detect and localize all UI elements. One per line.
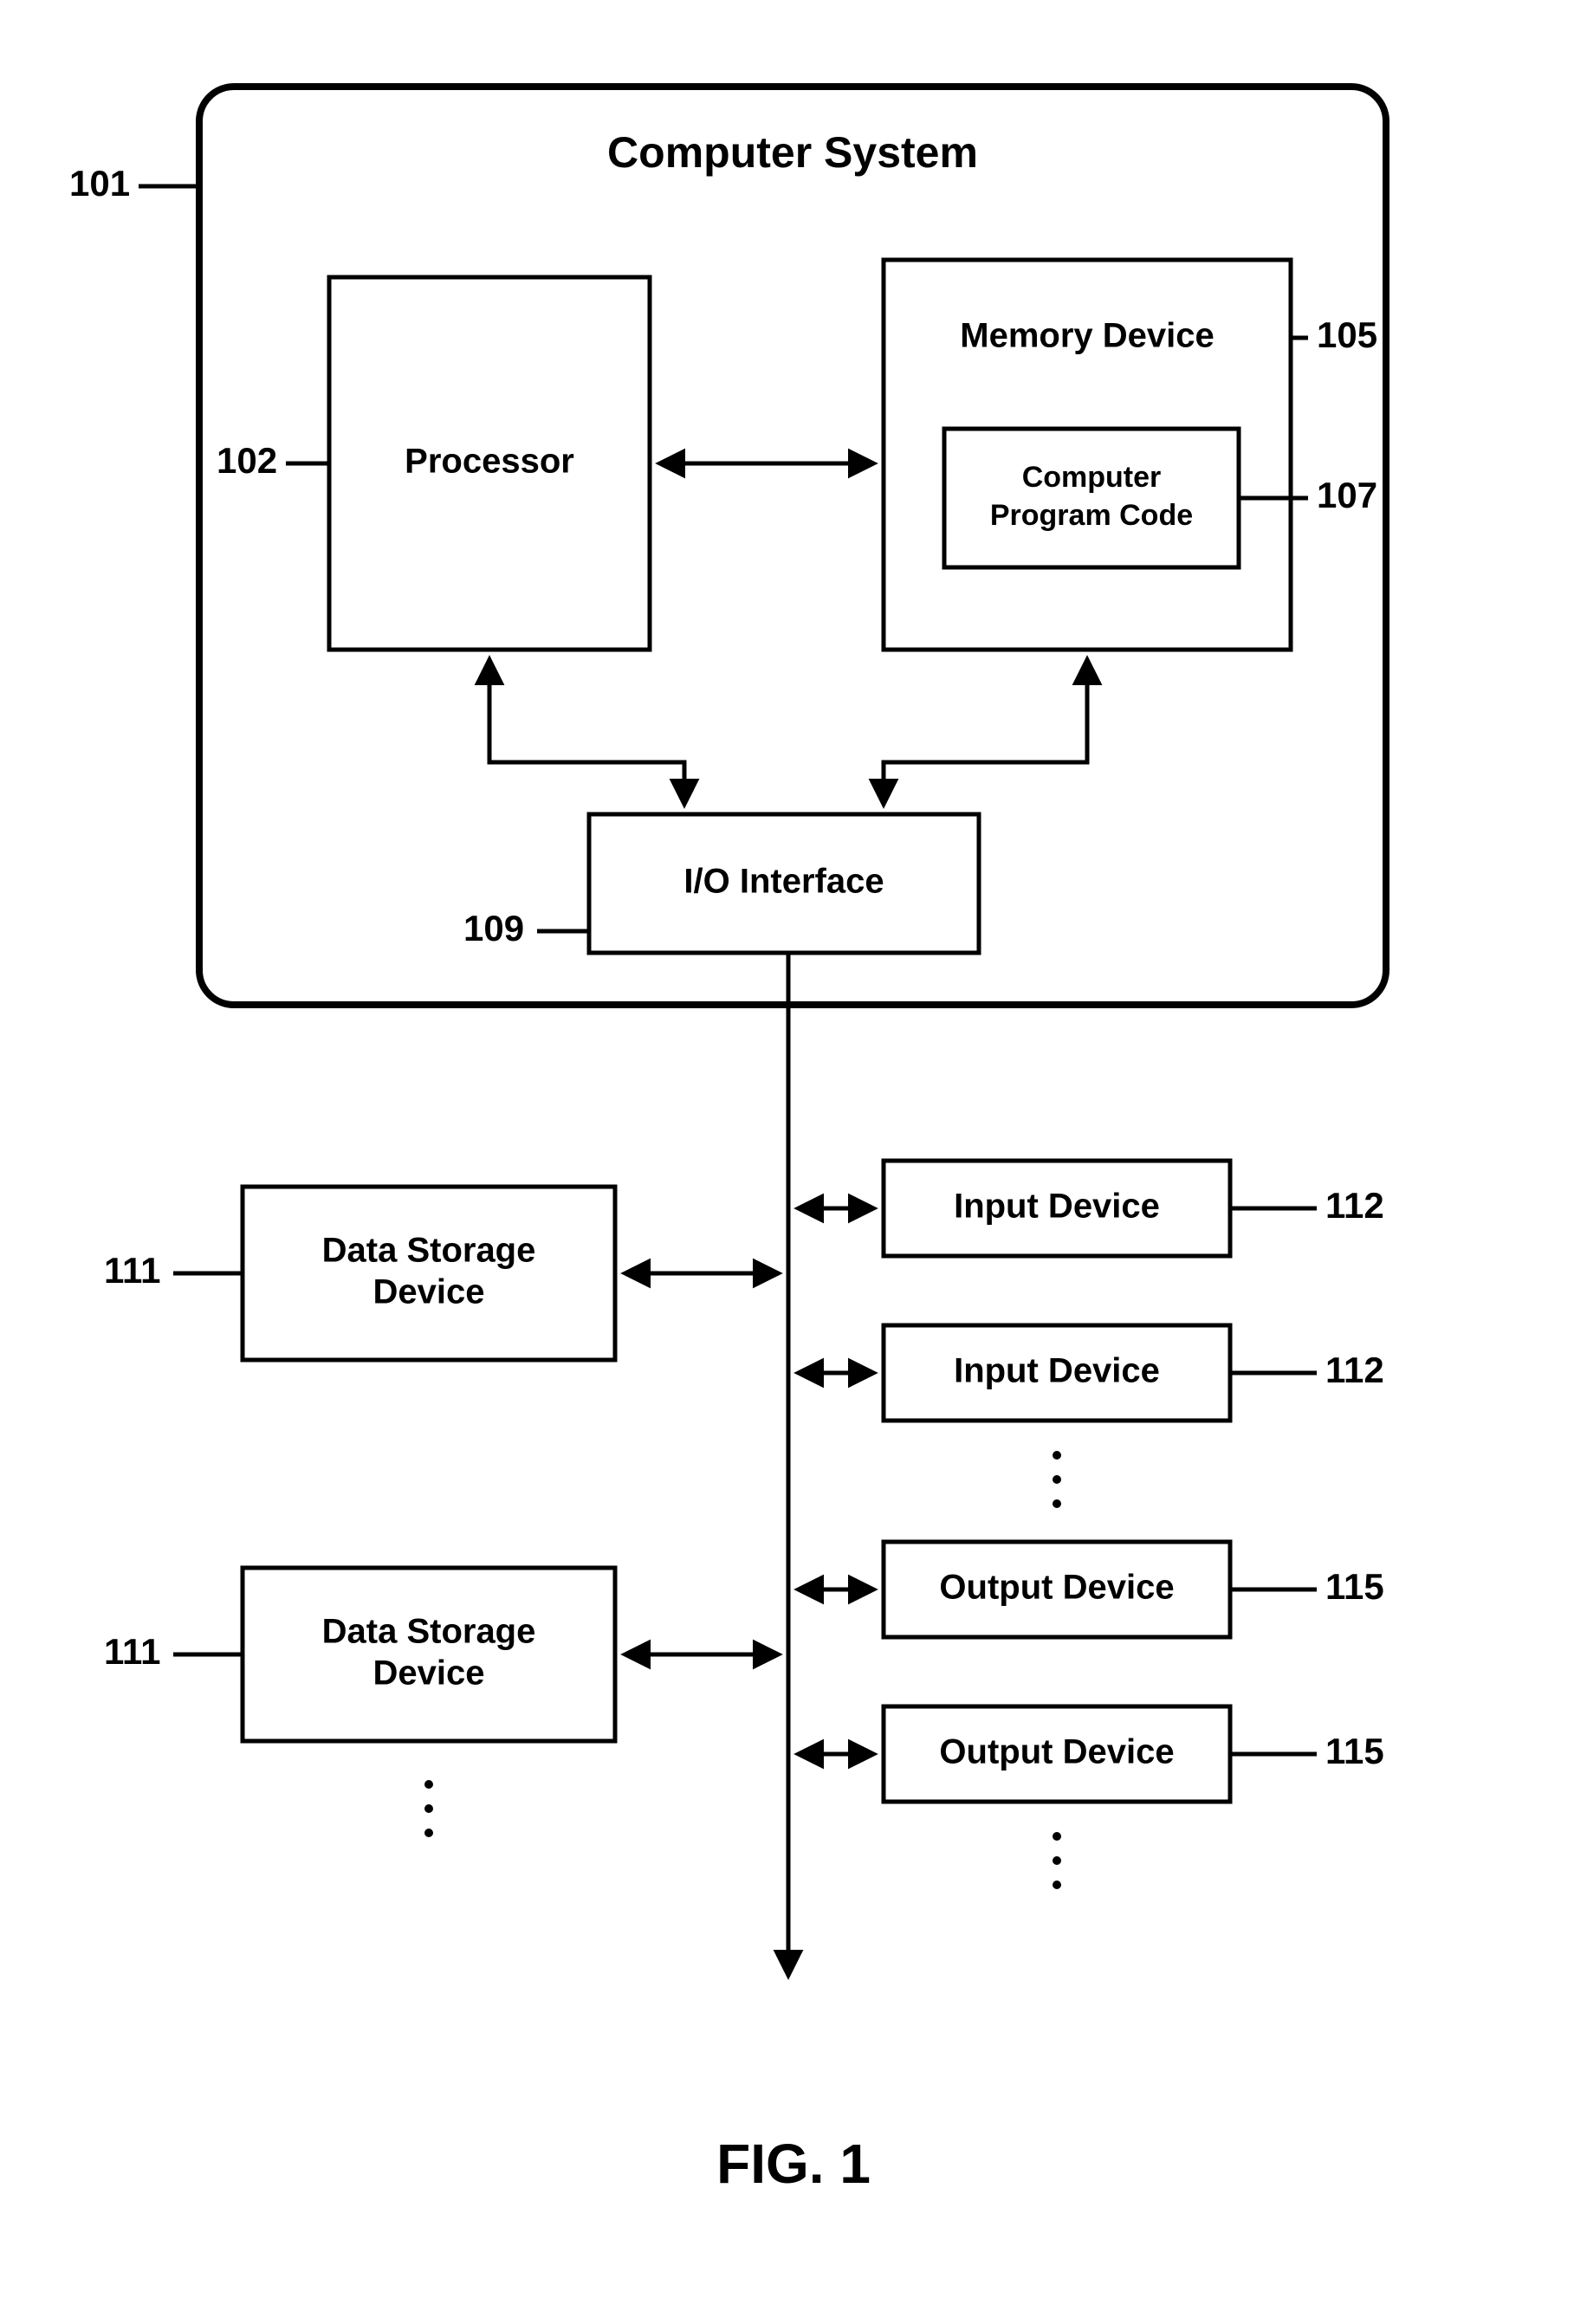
svg-text:107: 107 bbox=[1317, 475, 1377, 515]
svg-text:Processor: Processor bbox=[405, 443, 574, 481]
svg-text:101: 101 bbox=[69, 163, 130, 204]
svg-text:Device: Device bbox=[373, 1273, 485, 1311]
svg-text:Data Storage: Data Storage bbox=[322, 1232, 536, 1270]
svg-text:Computer System: Computer System bbox=[607, 128, 978, 177]
svg-text:Device: Device bbox=[373, 1654, 485, 1693]
svg-text:109: 109 bbox=[463, 908, 524, 948]
svg-text:FIG. 1: FIG. 1 bbox=[716, 2133, 871, 2195]
computer-system-diagram: Computer System 101 Processor 102 Memory Dev… bbox=[0, 0, 1587, 2324]
svg-text:I/O Interface: I/O Interface bbox=[683, 863, 884, 901]
svg-text:Input Device: Input Device bbox=[954, 1188, 1160, 1226]
svg-text:112: 112 bbox=[1325, 1350, 1384, 1390]
svg-text:105: 105 bbox=[1317, 314, 1377, 355]
svg-text:111: 111 bbox=[104, 1631, 160, 1672]
svg-text:102: 102 bbox=[217, 440, 277, 481]
svg-text:Output Device: Output Device bbox=[939, 1569, 1174, 1607]
svg-text:112: 112 bbox=[1325, 1185, 1384, 1226]
svg-text:115: 115 bbox=[1325, 1731, 1384, 1771]
svg-text:111: 111 bbox=[104, 1250, 160, 1291]
svg-text:Input Device: Input Device bbox=[954, 1352, 1160, 1390]
svg-text:Memory Device: Memory Device bbox=[960, 317, 1214, 355]
svg-text:Output Device: Output Device bbox=[939, 1733, 1174, 1771]
svg-text:Computer: Computer bbox=[1022, 461, 1162, 494]
svg-text:115: 115 bbox=[1325, 1566, 1384, 1607]
svg-text:Data Storage: Data Storage bbox=[322, 1613, 536, 1651]
svg-text:Program Code: Program Code bbox=[990, 499, 1193, 532]
